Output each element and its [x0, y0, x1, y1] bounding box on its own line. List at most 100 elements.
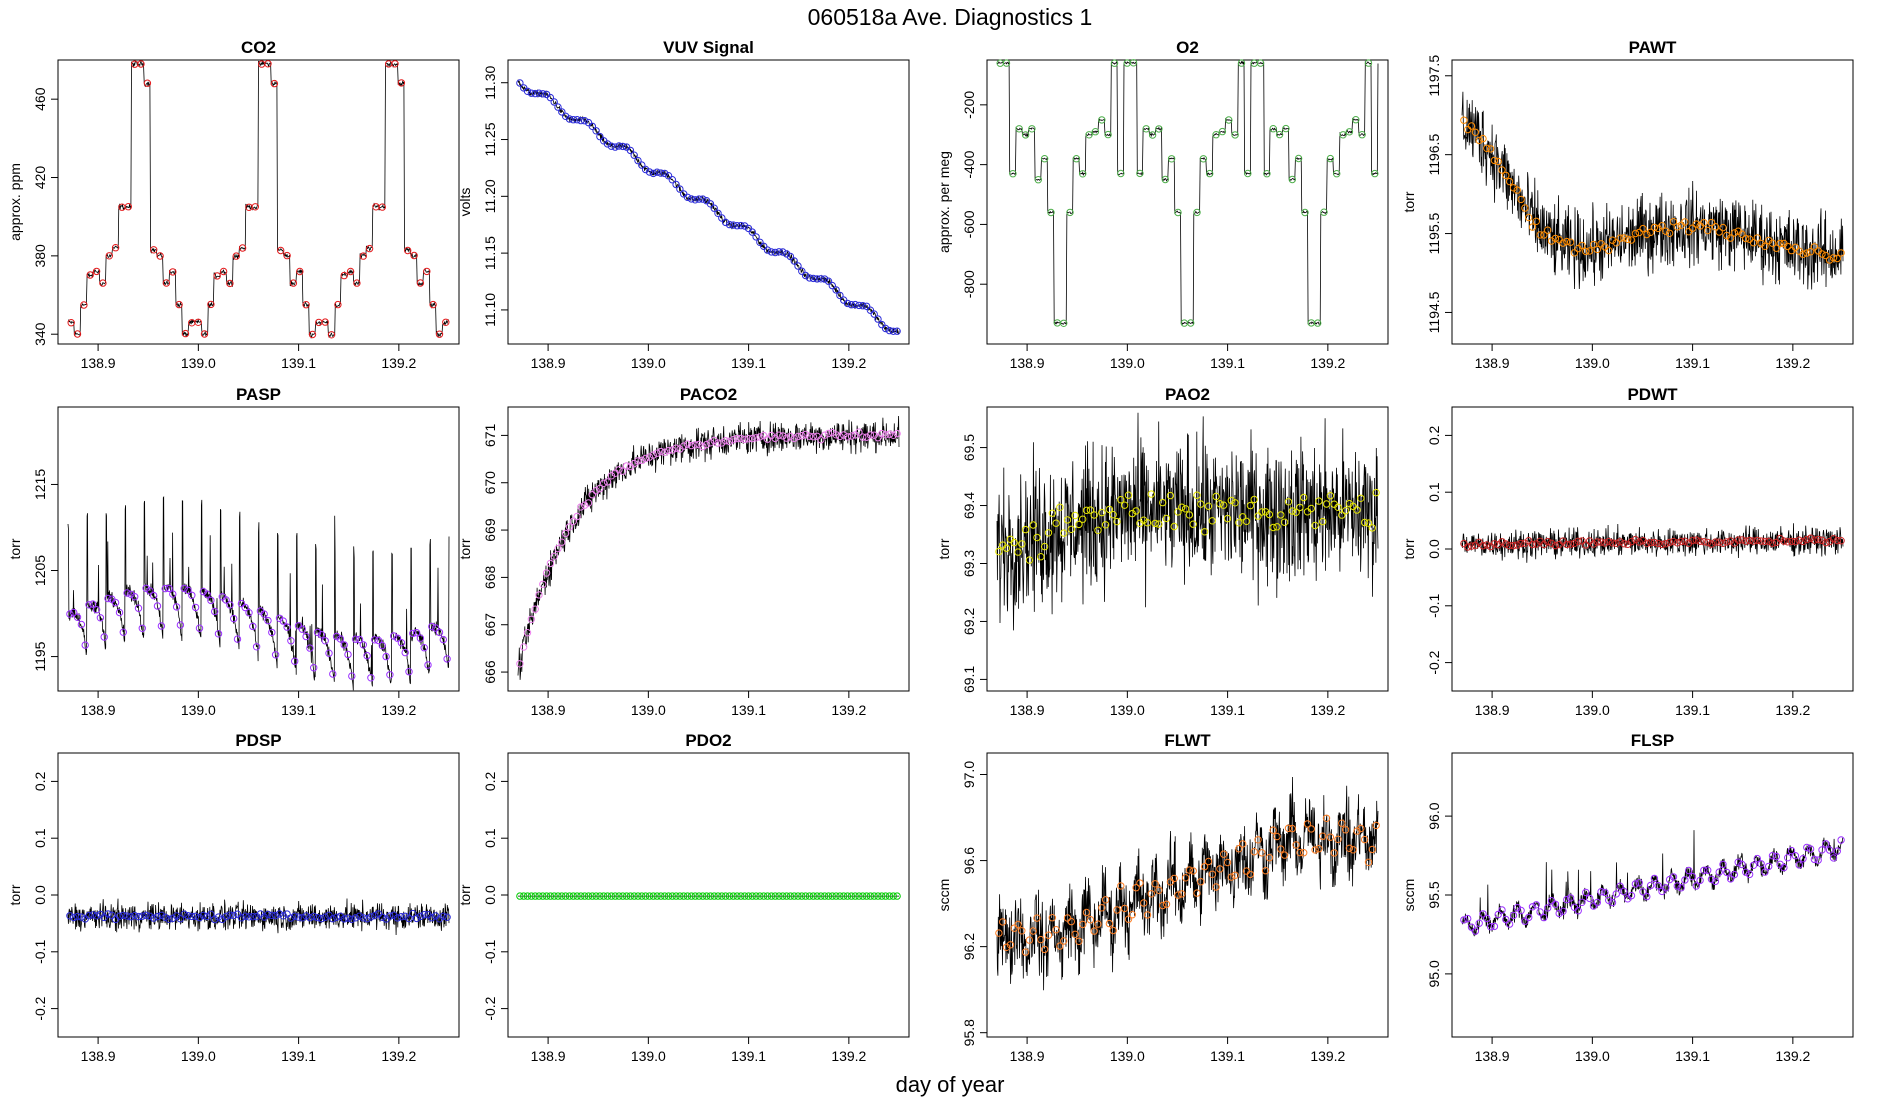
data-point-marker	[86, 271, 94, 279]
y-tick-label: -800	[961, 270, 977, 298]
data-point-marker	[744, 224, 753, 233]
data-point-marker	[687, 195, 696, 203]
chart-title: PDWT	[1627, 385, 1678, 404]
data-point-marker	[346, 267, 355, 276]
data-point-marker	[893, 327, 901, 335]
data-point-marker	[1269, 826, 1277, 834]
x-tick-label: 139.1	[731, 1048, 766, 1064]
data-point-marker	[634, 457, 642, 465]
data-point-marker	[77, 620, 86, 629]
data-point-marker	[439, 635, 447, 644]
data-point-marker	[782, 892, 791, 900]
data-point-marker	[423, 267, 431, 276]
data-point-marker	[645, 168, 654, 176]
data-point-marker	[1806, 248, 1815, 256]
data-point-marker	[393, 634, 402, 642]
data-point-marker	[619, 467, 627, 475]
data-point-marker	[1688, 536, 1697, 545]
data-point-marker	[1075, 937, 1083, 945]
data-point-marker	[1498, 166, 1506, 174]
data-point-marker	[435, 915, 444, 923]
data-point-marker	[1341, 507, 1350, 515]
data-point-marker	[817, 275, 825, 283]
data-point-marker	[260, 913, 268, 921]
data-point-marker	[238, 244, 247, 252]
data-point-marker	[1742, 868, 1750, 876]
data-point-marker	[1498, 906, 1506, 914]
data-point-marker	[626, 146, 635, 155]
data-point-marker	[1753, 536, 1762, 545]
data-point-marker	[1605, 896, 1613, 904]
data-point-marker	[1483, 914, 1491, 923]
data-point-marker	[699, 195, 707, 203]
data-point-marker	[1009, 170, 1017, 178]
y-tick-label: 460	[32, 87, 48, 111]
data-point-marker	[1098, 508, 1106, 517]
data-point-marker	[676, 892, 684, 900]
chart-title: PAO2	[1165, 385, 1210, 404]
data-point-marker	[1292, 841, 1300, 849]
data-point-marker	[786, 432, 795, 441]
data-point-marker	[664, 892, 673, 900]
data-point-marker	[150, 914, 158, 922]
data-point-marker	[277, 246, 285, 255]
data-point-marker	[176, 915, 185, 923]
data-point-marker	[714, 439, 722, 447]
data-point-marker	[615, 892, 623, 900]
data-point-marker	[1757, 860, 1765, 868]
data-point-marker	[1822, 251, 1830, 260]
data-point-marker	[1223, 514, 1232, 523]
data-point-marker	[1048, 509, 1057, 517]
data-point-marker	[573, 116, 581, 124]
y-tick-label: 69.3	[961, 550, 977, 577]
data-point-marker	[1258, 849, 1266, 857]
data-point-marker	[226, 911, 234, 919]
data-point-marker	[668, 892, 676, 900]
y-axis-label: torr	[1401, 538, 1417, 559]
data-point-marker	[790, 892, 798, 900]
figure-title: 060518a Ave. Diagnostics 1	[807, 4, 1093, 30]
data-point-marker	[855, 892, 863, 900]
data-point-marker	[729, 436, 737, 444]
data-point-marker	[1719, 223, 1727, 232]
y-tick-label: 1194.5	[1426, 291, 1442, 333]
data-point-marker	[1006, 941, 1015, 949]
data-point-marker	[1635, 879, 1643, 887]
data-point-marker	[641, 892, 650, 900]
data-point-marker	[1338, 819, 1346, 827]
data-point-marker	[1471, 128, 1480, 137]
data-point-marker	[332, 632, 341, 641]
y-tick-label: 671	[482, 424, 498, 448]
data-point-marker	[1787, 846, 1796, 855]
data-point-marker	[798, 432, 806, 440]
data-point-marker	[523, 87, 532, 96]
data-point-marker	[1239, 513, 1247, 521]
data-point-marker	[1098, 116, 1106, 124]
y-tick-label: 69.4	[961, 492, 977, 519]
data-point-marker	[801, 430, 810, 439]
data-point-marker	[733, 892, 741, 900]
series-line	[996, 412, 1379, 631]
data-point-marker	[1822, 840, 1830, 848]
data-point-marker	[1098, 904, 1106, 912]
data-point-marker	[1734, 536, 1742, 544]
data-point-marker	[344, 914, 352, 922]
data-point-marker	[828, 892, 836, 900]
y-tick-label: 0.0	[482, 885, 498, 905]
x-tick-label: 139.2	[1775, 355, 1810, 371]
data-point-marker	[1555, 909, 1563, 918]
data-point-marker	[1181, 874, 1190, 882]
data-point-marker	[1371, 169, 1379, 178]
data-point-marker	[744, 892, 753, 900]
data-point-marker	[336, 635, 345, 643]
data-point-marker	[1627, 891, 1636, 900]
data-point-marker	[123, 912, 131, 920]
data-point-marker	[756, 892, 764, 900]
data-point-marker	[302, 912, 310, 920]
data-point-marker	[1189, 520, 1197, 528]
data-point-marker	[443, 655, 451, 663]
data-point-marker	[527, 615, 536, 623]
data-point-marker	[851, 300, 859, 309]
